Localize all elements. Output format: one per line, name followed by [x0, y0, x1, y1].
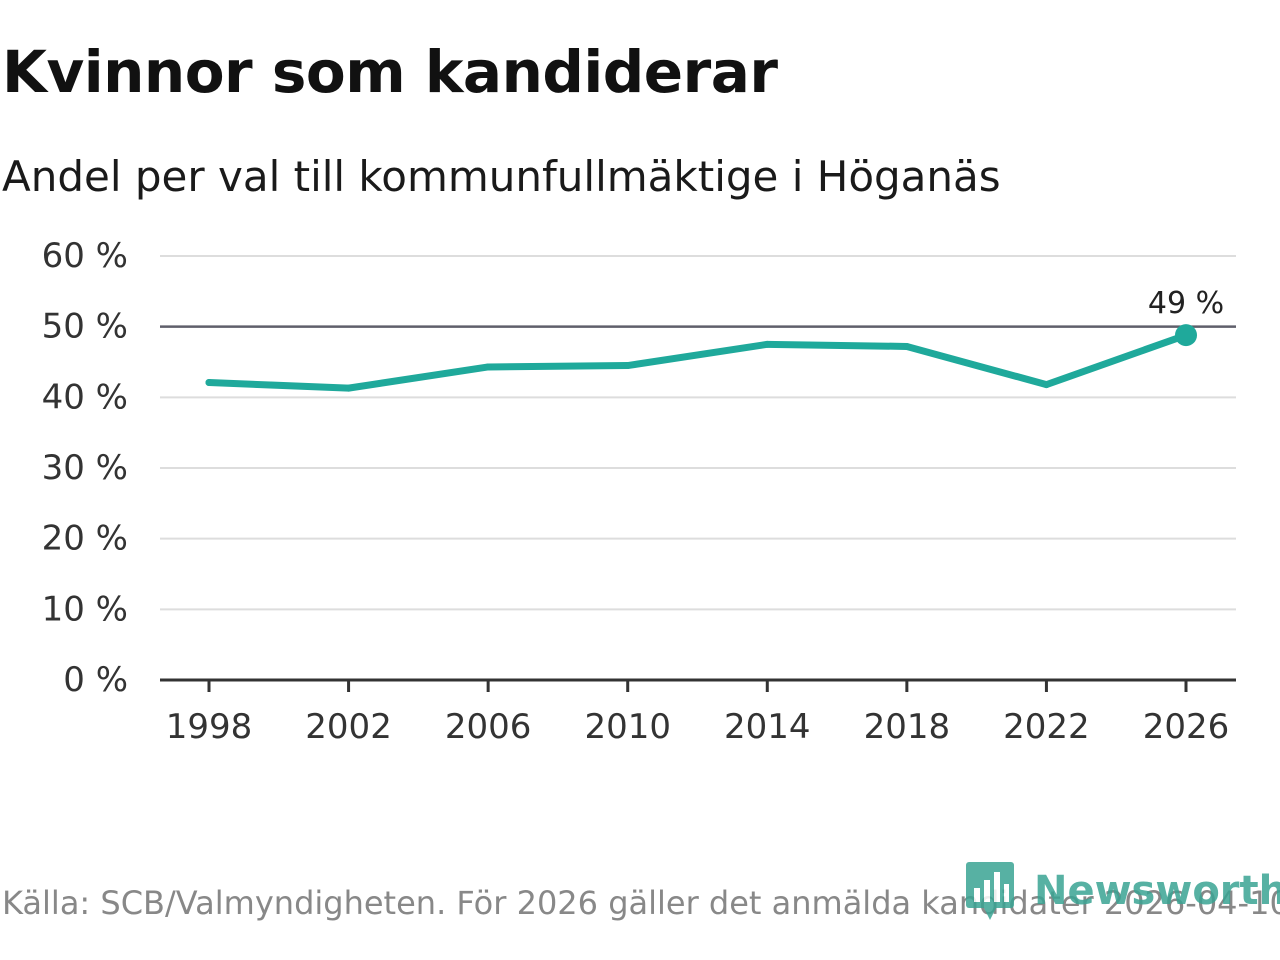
data-point-2002: [345, 384, 353, 392]
source-note: Källa: SCB/Valmyndigheten. För 2026 gäll…: [2, 884, 1280, 922]
x-tick-label-2026: 2026: [1143, 707, 1230, 747]
y-tick-label-10: 10 %: [42, 589, 128, 629]
series-line: [205, 331, 1190, 392]
data-point-2018: [903, 342, 911, 350]
y-tick-label-20: 20 %: [42, 519, 128, 559]
x-tick-label-2006: 2006: [445, 707, 532, 747]
y-tick-label-60: 60 %: [42, 236, 128, 276]
x-tick-label-2018: 2018: [864, 707, 951, 747]
y-tick-label-30: 30 %: [42, 448, 128, 488]
end-value-label: 49 %: [1148, 286, 1224, 321]
x-tick-label-2002: 2002: [305, 707, 392, 747]
y-tick-label-40: 40 %: [42, 377, 128, 417]
y-axis-ticks: 0 % 10 % 20 % 30 % 40 % 50 % 60 %: [42, 236, 128, 700]
data-point-1998: [205, 378, 213, 386]
grid-lines: [160, 255, 1236, 611]
data-point-2010: [624, 362, 632, 370]
end-point-marker: [1175, 324, 1197, 347]
data-labels: 49 %: [1148, 286, 1224, 321]
x-tick-label-2022: 2022: [1003, 707, 1090, 747]
y-tick-label-0: 0 %: [63, 660, 128, 700]
series-layer: [205, 324, 1197, 392]
chart-subtitle: Andel per val till kommunfullmäktige i H…: [2, 152, 1001, 201]
data-point-2006: [484, 363, 492, 371]
y-tick-label-50: 50 %: [42, 307, 128, 347]
x-tick-label-1998: 1998: [166, 707, 253, 747]
brand-name: Newsworthy: [1034, 868, 1280, 914]
chart-title: Kvinnor som kandiderar: [2, 38, 778, 106]
newsworthy-logo-icon: [966, 862, 1014, 920]
x-tick-label-2010: 2010: [584, 707, 671, 747]
data-point-2014: [763, 340, 771, 348]
x-axis: 1998 2002 2006 2010 2014 2018 2022 2026: [160, 678, 1236, 747]
x-tick-label-2014: 2014: [724, 707, 811, 747]
brand-logo: Newsworthy: [966, 862, 1280, 920]
data-point-2022: [1042, 381, 1050, 389]
